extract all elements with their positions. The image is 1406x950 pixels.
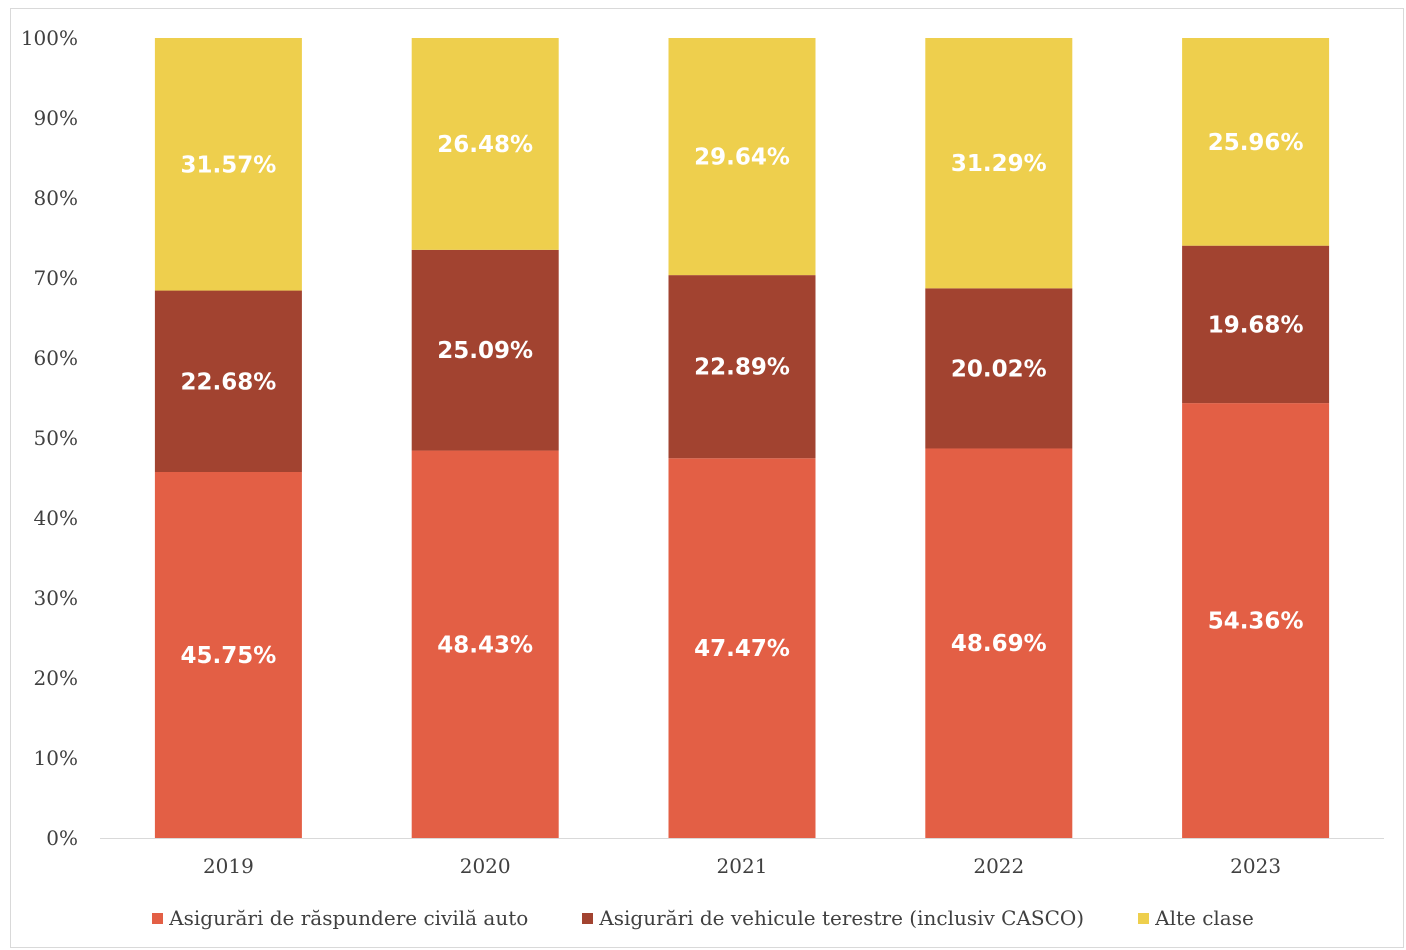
- data-label: 31.57%: [181, 152, 277, 178]
- bar-segment-2023-series-2: [1182, 38, 1330, 246]
- bar-segment-2021-series-2: [668, 38, 816, 276]
- data-label: 20.02%: [951, 356, 1047, 382]
- x-tick-label: 2022: [973, 854, 1024, 878]
- y-tick-label: 70%: [34, 266, 78, 290]
- y-tick-label: 30%: [34, 586, 78, 610]
- bar-segment-2020-series-0: [411, 450, 559, 838]
- legend-item-alte-clase: Alte clase: [1138, 906, 1254, 930]
- bars: 45.75% 22.68% 31.57% 48.43% 25.09% 26.48% 47.4…: [154, 38, 1330, 838]
- data-label: 25.09%: [437, 338, 533, 364]
- legend: Asigurări de răspundere civilă auto Asig…: [0, 902, 1406, 934]
- data-label: 54.36%: [1208, 609, 1304, 635]
- legend-swatch: [152, 912, 164, 924]
- x-tick-label: 2020: [460, 854, 511, 878]
- bar-segment-2022-series-0: [925, 448, 1073, 838]
- data-label: 29.64%: [694, 145, 790, 171]
- y-tick-label: 10%: [34, 746, 78, 770]
- y-tick-label: 90%: [34, 106, 78, 130]
- y-tick-label: 0%: [46, 826, 78, 850]
- data-label: 22.68%: [181, 369, 277, 395]
- y-tick-label: 50%: [34, 426, 78, 450]
- data-label: 22.89%: [694, 355, 790, 381]
- bar-segment-2021-series-1: [668, 275, 816, 459]
- bar-segment-2022-series-1: [925, 288, 1073, 449]
- bar-segment-2019-series-1: [154, 290, 302, 472]
- legend-item-raspundere-civila: Asigurări de răspundere civilă auto: [152, 906, 528, 930]
- data-label: 19.68%: [1208, 312, 1304, 338]
- data-label: 25.96%: [1208, 130, 1304, 156]
- data-label: 26.48%: [437, 132, 533, 158]
- data-label: 48.43%: [437, 632, 533, 658]
- bar-segment-2022-series-2: [925, 38, 1073, 289]
- x-tick-label: 2019: [203, 854, 254, 878]
- bar-segment-2023-series-1: [1182, 245, 1330, 404]
- bar-segment-2023-series-0: [1182, 403, 1330, 838]
- x-tick-label: 2023: [1230, 854, 1281, 878]
- y-tick-label: 80%: [34, 186, 78, 210]
- bar-segment-2020-series-1: [411, 249, 559, 451]
- y-tick-label: 20%: [34, 666, 78, 690]
- data-label: 31.29%: [951, 151, 1047, 177]
- y-axis: 0% 10% 20% 30% 40% 50% 60% 70% 80% 90% 100%: [21, 26, 78, 850]
- legend-swatch: [1138, 912, 1150, 924]
- data-label: 45.75%: [181, 643, 277, 669]
- bar-segment-2021-series-0: [668, 458, 816, 838]
- x-tick-label: 2021: [717, 854, 768, 878]
- bar-segment-2020-series-2: [411, 38, 559, 250]
- data-label: 47.47%: [694, 636, 790, 662]
- x-axis: 2019 2020 2021 2022 2023: [100, 838, 1384, 878]
- legend-label: Alte clase: [1155, 906, 1254, 930]
- legend-label: Asigurări de răspundere civilă auto: [169, 906, 529, 930]
- bar-segment-2019-series-0: [154, 472, 302, 838]
- legend-label: Asigurări de vehicule terestre (inclusiv…: [599, 906, 1085, 930]
- data-label: 48.69%: [951, 631, 1047, 657]
- bar-segment-2019-series-2: [154, 38, 302, 291]
- legend-item-vehicule-terestre: Asigurări de vehicule terestre (inclusiv…: [582, 906, 1084, 930]
- y-tick-label: 60%: [34, 346, 78, 370]
- y-tick-label: 40%: [34, 506, 78, 530]
- legend-swatch: [582, 912, 594, 924]
- y-tick-label: 100%: [21, 26, 78, 50]
